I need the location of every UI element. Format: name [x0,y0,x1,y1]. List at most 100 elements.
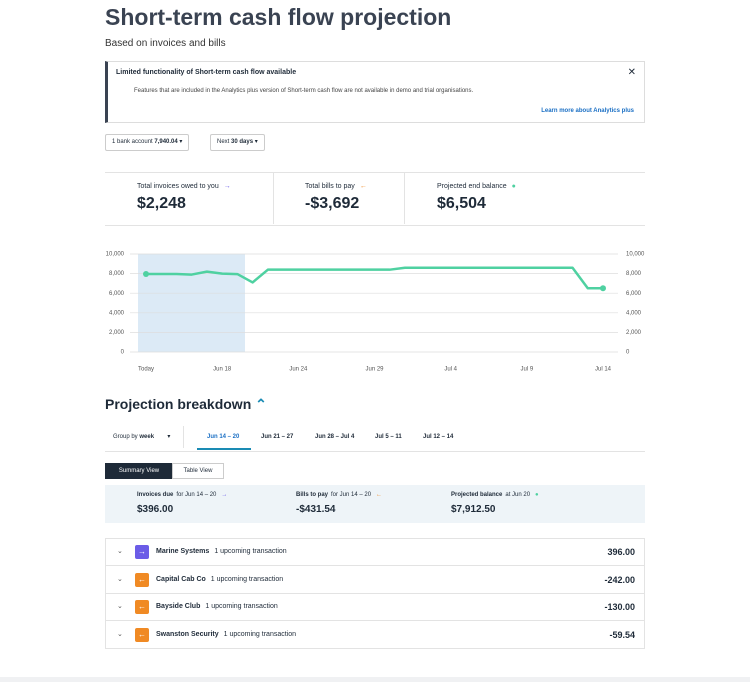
x-tick-label: Jun 24 [289,367,308,373]
card-label: Projected end balance [437,183,507,190]
period: for Jun 14 – 20 [331,492,372,498]
chart: 0 0 2,000 2,000 4,000 4,000 6,000 6,000 8,000 8,0… [106,252,645,373]
label: Next [217,139,230,145]
label: Invoices due [137,492,174,498]
summary-card: Total bills to pay ← -$3,692 [305,183,367,213]
contact-name: Marine Systems [156,548,210,555]
week-tab[interactable]: Jun 28 – Jul 4 [315,434,355,440]
week-tab[interactable]: Jul 5 – 11 [375,434,402,440]
view-toggle[interactable]: Summary View [105,463,173,479]
value: 30 days [231,139,254,145]
group-dropdown[interactable]: Group by week ▾ [113,434,171,440]
x-tick-label: Today [138,367,154,373]
note: 1 upcoming transaction [214,548,287,555]
note: 1 upcoming transaction [210,575,284,583]
title: Projection breakdown [105,396,252,412]
summary-card: Total invoices owed to you → $2,248 [137,183,231,213]
row-text: Capital Cab Co 1 upcoming transaction [156,576,283,583]
icon: ← [376,492,383,498]
close-button[interactable]: ✕ [627,67,636,78]
amount: -130.00 [604,602,635,612]
tab-bar [105,424,645,452]
y-tick-label: 2,000 [109,330,125,336]
period-dropdown[interactable]: Next 30 days ▾ [210,134,265,151]
week-tab[interactable]: Jun 14 – 20 [207,434,240,440]
expand-chevron: ⌄ [117,603,123,610]
x-tick-label: Jul 14 [595,367,612,373]
icon: ● [535,492,539,498]
point [143,270,149,277]
point [600,285,606,292]
x-tick-label: Jul 9 [520,367,533,373]
period: at Jun 20 [505,492,531,498]
label: 1 bank account [112,139,153,145]
y-tick-label: 10,000 [106,252,125,258]
card-icon: → [223,183,231,190]
view-toggle[interactable]: Table View [172,463,224,479]
amount: -242.00 [604,574,635,585]
y2-tick-label: 0 [626,350,630,356]
note: 1 upcoming transaction [223,630,297,638]
footer-bar [0,677,750,682]
row-text: Bayside Club 1 upcoming transaction [156,603,278,610]
card-label: Total bills to pay [305,183,355,190]
page-title: Short-term cash flow projection [105,4,452,30]
contact-name: Capital Cab Co [156,575,206,583]
divider [273,172,274,224]
value: -$431.54 [296,504,336,515]
x-tick-label: Jul 4 [444,367,457,373]
transaction-list [105,538,645,649]
y2-tick-label: 10,000 [626,252,645,258]
highlight-band [138,254,245,352]
banner-text: Features that are included in the Analyt… [134,88,474,94]
card-value: $2,248 [137,195,186,212]
y-tick-label: 4,000 [109,310,125,316]
transaction-row[interactable]: ⌄ ← Swanston Security 1 upcoming transactio… [105,622,645,649]
divider [404,172,405,224]
label: Group by [113,434,138,440]
transaction-row[interactable]: ⌄ ← Capital Cab Co 1 upcoming transaction -2… [105,567,645,594]
account-dropdown[interactable]: 1 bank account 7,940.04 ▾ [105,134,190,151]
section-title: Projection breakdown ⌃ [105,396,267,412]
x-tick-label: Jun 29 [365,367,384,373]
banner: Limited functionality of Short-term cash… [105,61,645,123]
y2-tick-label: 4,000 [626,310,642,316]
value: $7,912.50 [451,504,496,515]
y-tick-label: 0 [121,350,125,356]
transaction-row[interactable]: ⌄ → Marine Systems 1 upcoming transaction 39… [105,539,645,566]
week-tab[interactable]: Jun 21 – 27 [261,434,294,440]
value: week [139,434,155,440]
amount: 396.00 [607,547,635,557]
expand-chevron: ⌄ [117,630,123,638]
y2-tick-label: 6,000 [626,291,642,297]
week-summary-item: Projected balance at Jun 20 ● $7,912.50 [451,492,539,515]
contact-icon: → [135,545,149,559]
contact-name: Swanston Security [156,630,219,638]
contact-name: Bayside Club [156,603,201,610]
y2-tick-label: 2,000 [626,330,642,336]
y-tick-label: 8,000 [109,271,125,277]
banner-link[interactable]: Learn more about Analytics plus [541,108,634,114]
card-label: Total invoices owed to you [137,183,219,190]
week-summary-item: Invoices due for Jun 14 – 20 → $396.00 [137,492,227,515]
expand-chevron: ⌄ [117,548,123,555]
card-value: -$3,692 [305,195,360,212]
week-tab[interactable]: Jul 12 – 14 [423,434,454,440]
contact-icon: ← [135,572,149,587]
week-summary-item: Bills to pay for Jun 14 – 20 ← -$431.54 [296,492,382,515]
tab-underline [197,448,251,450]
card-value: $6,504 [437,195,486,212]
contact-icon: ← [135,600,149,614]
label: Projected balance [451,492,503,498]
transaction-row[interactable]: ⌄ ← Bayside Club 1 upcoming transaction -130… [105,594,645,621]
period: for Jun 14 – 20 [176,492,217,498]
row-text: Swanston Security 1 upcoming transaction [156,631,296,638]
card-icon: ● [511,183,516,190]
icon: → [221,492,228,498]
contact-icon: ← [135,627,149,642]
amount: -59.54 [609,629,635,640]
summary-box [105,172,645,226]
expand-chevron: ⌄ [117,575,123,583]
label: Bills to pay [296,492,329,498]
